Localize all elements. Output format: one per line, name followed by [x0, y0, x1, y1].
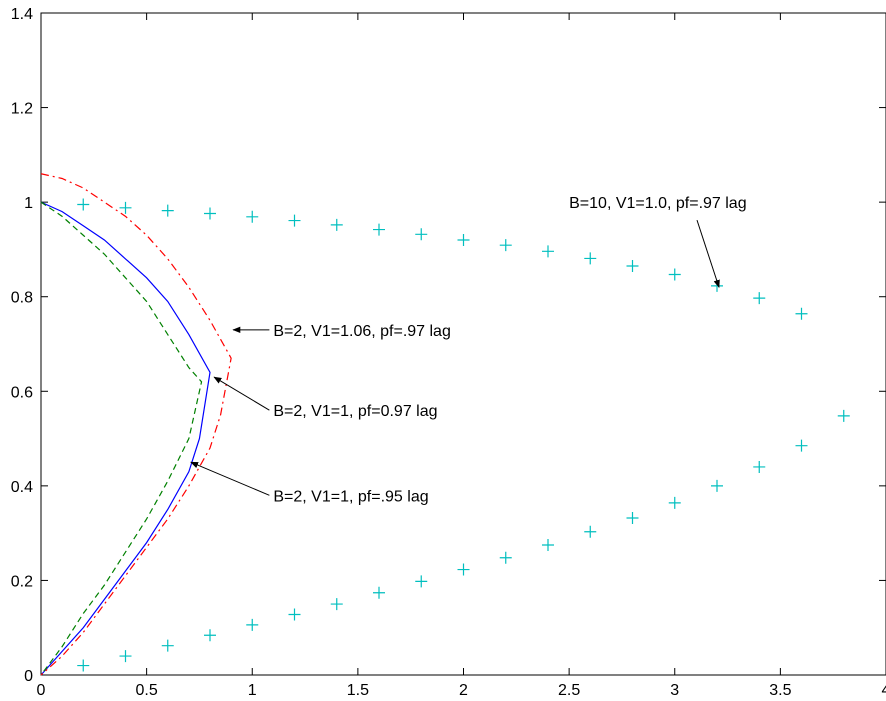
plus-marker-point — [288, 608, 301, 621]
y-tick-label: 0.2 — [11, 573, 33, 590]
x-axis-tick-labels: 0 0.5 1 1.5 2 2.5 3 3.5 4 — [37, 682, 886, 699]
plus-marker-point — [161, 639, 174, 652]
plus-marker-point — [626, 512, 639, 525]
y-tick-label: 1.2 — [11, 101, 33, 118]
plus-marker-point — [584, 252, 597, 265]
x-tick-label: 0.5 — [136, 682, 158, 699]
plus-marker-point — [373, 223, 385, 236]
plus-marker-point — [499, 239, 512, 252]
plus-marker-point — [795, 439, 808, 452]
plus-marker-point — [330, 218, 343, 231]
series-line-1 — [40, 201, 203, 676]
plus-marker-point — [415, 228, 428, 241]
x-tick-label: 1 — [248, 682, 257, 699]
plus-marker-point — [204, 207, 216, 220]
plus-marker-point — [246, 210, 259, 223]
plus-marker-point — [668, 496, 681, 509]
data-series — [40, 173, 850, 676]
y-tick-label: 0.6 — [11, 384, 33, 401]
y-axis-tick-labels: 0 0.2 0.4 0.6 0.8 1 1.2 1.4 — [11, 6, 33, 685]
x-tick-label: 3 — [670, 682, 679, 699]
x-tick-label: 4 — [882, 682, 886, 699]
annotation-arrow — [190, 461, 270, 496]
plus-marker-point — [415, 575, 428, 588]
plus-marker-point — [457, 233, 470, 246]
plus-marker-point — [288, 214, 301, 227]
plot-area-frame — [40, 12, 886, 676]
plus-marker-point — [77, 659, 90, 672]
y-tick-label: 1 — [24, 195, 33, 212]
plus-marker-point — [246, 618, 259, 631]
plus-marker-point — [668, 268, 681, 281]
plus-marker-point — [330, 598, 343, 611]
annotation-label: B=10, V1=1.0, pf=.97 lag — [569, 195, 746, 212]
plus-marker-point — [711, 479, 723, 492]
axis-ticks — [40, 12, 886, 676]
annotation-label: B=2, V1=1.06, pf=.97 lag — [273, 323, 450, 340]
x-tick-label: 2.5 — [558, 682, 580, 699]
x-tick-label: 2 — [459, 682, 468, 699]
y-tick-label: 0.4 — [11, 479, 33, 496]
plus-marker-point — [584, 525, 597, 538]
plus-marker-point — [795, 307, 808, 320]
plus-marker-point — [119, 201, 132, 214]
plus-marker-point — [753, 460, 766, 473]
plus-marker-point — [753, 292, 766, 305]
plus-marker-point — [204, 629, 216, 642]
plus-marker-point — [542, 245, 554, 258]
series-line-0 — [40, 201, 211, 676]
plus-marker-point — [373, 586, 385, 599]
annotation-label: B=2, V1=1, pf=.95 lag — [273, 488, 428, 505]
y-tick-label: 0.8 — [11, 290, 33, 307]
x-tick-label: 0 — [37, 682, 46, 699]
annotations: B=10, V1=1.0, pf=.97 lag B=2, V1=1.06, pf… — [190, 195, 747, 505]
x-tick-label: 1.5 — [347, 682, 369, 699]
annotation-label: B=2, V1=1, pf=0.97 lag — [273, 403, 437, 420]
y-tick-label: 0 — [24, 668, 33, 685]
plus-marker-point — [77, 198, 90, 211]
series-line-2 — [40, 173, 232, 676]
plus-marker-point — [837, 409, 850, 422]
annotation-arrow — [696, 219, 720, 289]
plus-marker-point — [499, 551, 512, 564]
plus-marker-point — [626, 259, 639, 272]
plus-marker-point — [457, 563, 470, 576]
plus-marker-point — [119, 650, 132, 663]
x-tick-label: 3.5 — [769, 682, 791, 699]
y-tick-label: 1.4 — [11, 6, 33, 23]
annotation-arrow — [213, 376, 270, 411]
plus-marker-point — [161, 204, 174, 217]
plus-marker-point — [542, 538, 554, 551]
